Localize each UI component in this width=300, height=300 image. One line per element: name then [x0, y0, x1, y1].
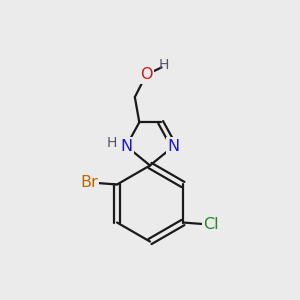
Text: N: N — [168, 139, 180, 154]
Text: O: O — [140, 67, 152, 82]
Text: Cl: Cl — [203, 217, 219, 232]
Text: N: N — [120, 139, 132, 154]
Text: H: H — [159, 58, 169, 72]
Text: Br: Br — [80, 176, 98, 190]
Text: H: H — [107, 136, 117, 150]
